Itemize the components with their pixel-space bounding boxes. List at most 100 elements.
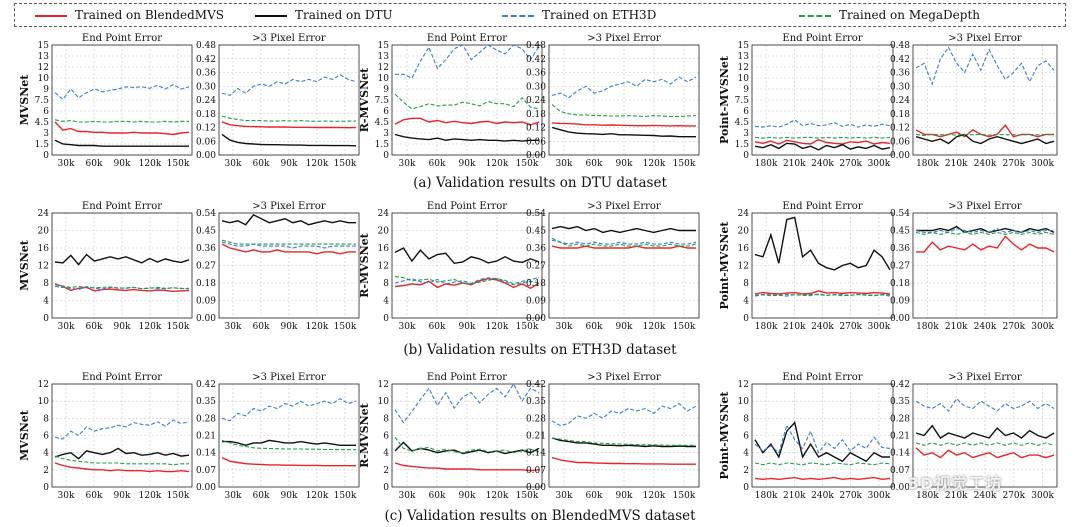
x-tick-label: 150k (673, 491, 696, 501)
x-tick-label: 30k (225, 159, 242, 169)
y-tick-label: 0 (43, 314, 49, 324)
chart-title: >3 Pixel Error (587, 201, 661, 212)
x-tick-label: 150k (167, 322, 190, 332)
y-axis-label: Point-MVSNet (718, 391, 731, 480)
y-tick-label: 8 (383, 279, 389, 289)
y-tick-label: 0.42 (526, 380, 546, 390)
x-tick-label: 60k (429, 491, 446, 501)
x-tick-label: 90k (459, 491, 476, 501)
plot-frame (751, 383, 894, 488)
series-line-trained-on-megadepth (915, 133, 1055, 137)
y-tick-label: 0.00 (196, 151, 216, 161)
y-axis-label: R-MVSNet (358, 402, 371, 467)
y-tick-label: 0.27 (196, 262, 216, 272)
y-tick-label: 6 (43, 107, 49, 117)
x-tick-label: 300k (1031, 322, 1054, 332)
y-tick-label: 0.36 (196, 244, 216, 254)
chart-panel: 0 4 8 12 16 20 24 180k 210k 240k 270k 300k End Point… (718, 201, 894, 332)
plot-frame (751, 212, 894, 319)
series-line-trained-on-megadepth (54, 284, 190, 290)
plot-frame (912, 383, 1058, 488)
y-tick-label: 0.21 (526, 432, 546, 442)
y-tick-label: 0.45 (526, 227, 546, 237)
x-tick-label: 210k (783, 491, 806, 501)
y-tick-label: 7.5 (35, 96, 50, 106)
series-line-trained-on-megadepth (394, 436, 540, 454)
chart-panel: 0.00 0.06 0.12 0.18 0.24 0.30 0.36 0.42 0.48 30k 6… (526, 33, 700, 169)
y-tick-label: 0.30 (526, 82, 546, 92)
x-tick-label: 240k (811, 322, 834, 332)
y-tick-label: 0.18 (526, 110, 546, 120)
y-tick-label: 12 (38, 380, 49, 390)
series-line-trained-on-eth3d (395, 44, 540, 79)
series-line-trained-on-megadepth (394, 93, 540, 110)
y-tick-label: 0.28 (890, 414, 910, 424)
x-tick-label: 240k (974, 322, 997, 332)
chart-title: >3 Pixel Error (587, 33, 661, 44)
chart-title: End Point Error (782, 201, 862, 212)
y-tick-label: 6 (43, 432, 49, 442)
y-axis-label: R-MVSNet (358, 67, 371, 132)
y-tick-label: 16 (38, 244, 50, 254)
x-tick-label: 300k (868, 322, 891, 332)
x-tick-label: 120k (139, 322, 162, 332)
legend-item-eth3d: Trained on ETH3D (502, 7, 656, 23)
y-tick-label: 20 (378, 227, 390, 237)
y-tick-label: 15 (38, 41, 50, 51)
y-axis-label: MVSNet (18, 409, 31, 461)
y-tick-label: 0.14 (526, 449, 546, 459)
series-line-trained-on-blendedmvs (394, 462, 540, 472)
series-line-trained-on-eth3d (551, 76, 697, 99)
y-tick-label: 0.36 (526, 69, 546, 79)
series-line-trained-on-blendedmvs (551, 456, 696, 465)
x-tick-label: 270k (1002, 491, 1025, 501)
y-tick-label: 10 (38, 74, 50, 84)
chart-title: End Point Error (82, 372, 162, 383)
x-tick-label: 60k (86, 322, 103, 332)
x-tick-label: 300k (868, 491, 891, 501)
plot-frame (548, 44, 700, 156)
series-line-trained-on-eth3d (54, 419, 190, 440)
y-tick-label: 0.00 (890, 314, 910, 324)
series-line-trained-on-eth3d (551, 402, 697, 427)
plot-frame (51, 383, 193, 488)
series-line-trained-on-eth3d (221, 241, 356, 249)
x-tick-label: 60k (86, 159, 103, 169)
y-tick-label: 2 (743, 466, 749, 476)
series-line-trained-on-dtu (754, 421, 890, 463)
legend-item-dtu: Trained on DTU (255, 7, 393, 23)
legend-swatch (35, 14, 67, 17)
caption-blendedmvs: (c) Validation results on BlendedMVS dat… (384, 508, 696, 524)
y-tick-label: 12 (738, 63, 749, 73)
chart-panel: 0 2 4 6 8 10 12 180k 210k 240k 270k 300k End Point E… (718, 372, 894, 501)
x-tick-label: 300k (1031, 159, 1054, 169)
y-tick-label: 0.07 (196, 466, 216, 476)
y-tick-label: 10 (738, 397, 750, 407)
x-tick-label: 180k (755, 491, 778, 501)
x-tick-label: 60k (429, 322, 446, 332)
y-tick-label: 15 (738, 41, 750, 51)
x-tick-label: 210k (945, 491, 968, 501)
y-tick-label: 4 (43, 297, 49, 307)
y-tick-label: 0 (743, 483, 749, 493)
y-tick-label: 0.30 (196, 82, 216, 92)
chart-title: End Point Error (82, 33, 162, 44)
y-tick-label: 0.12 (196, 124, 216, 134)
y-tick-label: 7.5 (375, 96, 390, 106)
y-tick-label: 0.18 (890, 279, 910, 289)
series-line-trained-on-eth3d (915, 46, 1055, 86)
y-tick-label: 3 (43, 129, 49, 139)
y-tick-label: 0.48 (890, 41, 910, 51)
series-line-trained-on-eth3d (394, 382, 540, 424)
series-line-trained-on-eth3d (54, 83, 190, 101)
x-tick-label: 90k (114, 322, 131, 332)
y-tick-label: 0.18 (890, 110, 910, 120)
x-tick-label: 240k (811, 159, 834, 169)
x-tick-label: 30k (225, 491, 242, 501)
y-tick-label: 24 (378, 209, 390, 219)
series-line-trained-on-blendedmvs (551, 245, 696, 249)
watermark-text: 3D视觉工坊 (908, 474, 1003, 493)
y-tick-label: 0.00 (526, 314, 546, 324)
